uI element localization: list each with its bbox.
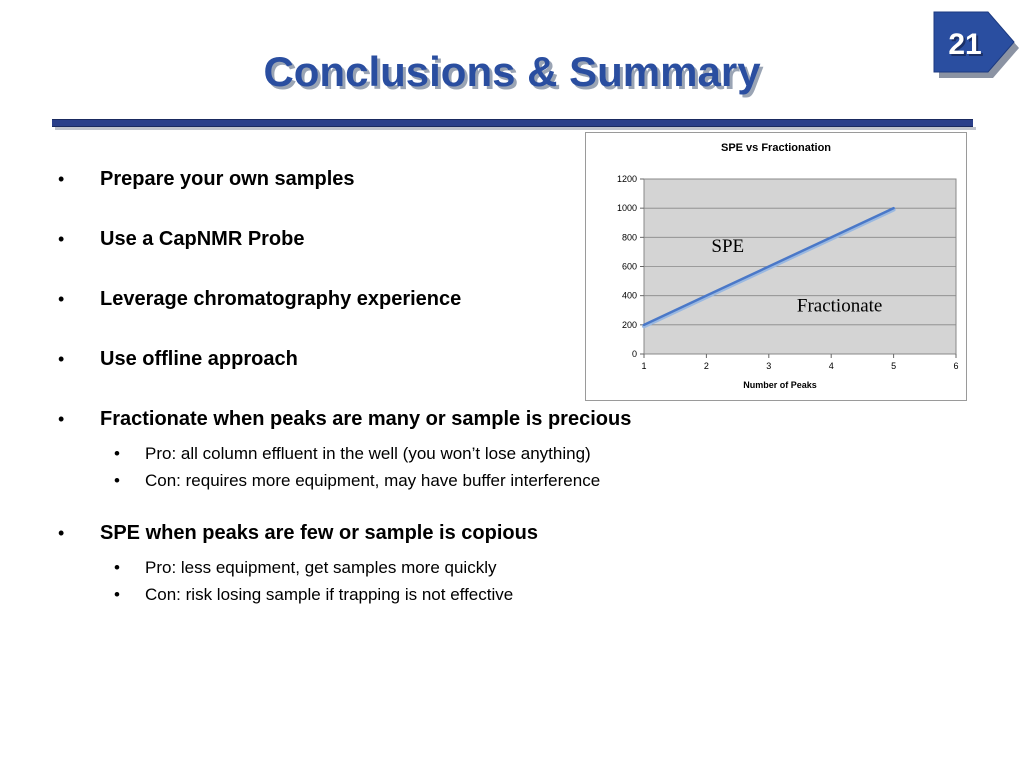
y-tick-label: 0 [632, 349, 637, 359]
sub-bullet-text: Pro: all column effluent in the well (yo… [145, 444, 591, 463]
x-tick-label: 6 [953, 361, 958, 371]
page-number: 21 [948, 28, 982, 61]
bullet-glyph: • [58, 229, 65, 249]
x-tick-label: 5 [891, 361, 896, 371]
bullet-glyph: • [58, 349, 65, 369]
series-line-spe [642, 206, 895, 327]
x-tick-label: 4 [829, 361, 834, 371]
bullet-text: Use offline approach [100, 348, 298, 370]
x-axis-label: Number of Peaks [743, 380, 817, 390]
title-divider [52, 119, 973, 127]
bullet-text: Fractionate when peaks are many or sampl… [100, 408, 632, 430]
annotation-label: Fractionate [797, 296, 882, 317]
bullet-list: • Prepare your own samples • Use a CapNM… [58, 164, 778, 632]
annotation-label: SPE [711, 236, 744, 257]
bullet-item: • Leverage chromatography experience [58, 284, 778, 314]
bullet-text: Use a CapNMR Probe [100, 228, 305, 250]
bullet-text: Prepare your own samples [100, 168, 355, 190]
sub-bullet-text: Con: risk losing sample if trapping is n… [145, 585, 514, 604]
bullet-glyph: • [58, 169, 65, 189]
x-tick-label: 1 [641, 361, 646, 371]
x-tick-label: 3 [766, 361, 771, 371]
line-chart: SPE vs Fractionation 0 200 400 600 800 1000 120… [617, 142, 959, 390]
bullet-glyph: • [114, 558, 120, 577]
bullet-glyph: • [114, 585, 120, 604]
sub-bullet-list: • Pro: all column effluent in the well (… [58, 440, 778, 494]
y-tick-label: 800 [622, 232, 637, 242]
sub-bullet-text: Pro: less equipment, get samples more qu… [145, 558, 497, 577]
chart-panel: SPE vs Fractionation 0 200 400 600 800 1000 120… [585, 132, 967, 401]
bullet-text: SPE when peaks are few or sample is copi… [100, 522, 538, 544]
bullet-item: • Prepare your own samples [58, 164, 778, 194]
series-line-fractionate [642, 207, 896, 329]
bullet-item: • SPE when peaks are few or sample is co… [58, 518, 778, 548]
bullet-item: • Use a CapNMR Probe [58, 224, 778, 254]
sub-bullet-item: • Pro: less equipment, get samples more … [58, 554, 778, 581]
title-divider-shadow [55, 127, 976, 130]
bullet-glyph: • [114, 444, 120, 463]
sub-bullet-item: • Con: requires more equipment, may have… [58, 467, 778, 494]
bullet-glyph: • [114, 471, 120, 490]
sub-bullet-text: Con: requires more equipment, may have b… [145, 471, 601, 490]
bullet-glyph: • [58, 289, 65, 309]
y-tick-label: 200 [622, 320, 637, 330]
bullet-item: • Use offline approach [58, 344, 778, 374]
sub-bullet-list: • Pro: less equipment, get samples more … [58, 554, 778, 608]
y-tick-label: 1000 [617, 203, 637, 213]
arrow-badge-icon [933, 11, 1019, 78]
bullet-glyph: • [58, 409, 65, 429]
slide-title: Conclusions & Summary [263, 48, 761, 95]
x-tick-label: 2 [704, 361, 709, 371]
bullet-item: • Fractionate when peaks are many or sam… [58, 404, 778, 434]
y-tick-label: 600 [622, 262, 637, 272]
sub-bullet-item: • Pro: all column effluent in the well (… [58, 440, 778, 467]
chart-title: SPE vs Fractionation [721, 142, 831, 154]
page-number-badge: 21 [929, 10, 1021, 84]
bullet-glyph: • [58, 523, 65, 543]
sub-bullet-item: • Con: risk losing sample if trapping is… [58, 581, 778, 608]
bullet-text: Leverage chromatography experience [100, 288, 462, 310]
y-tick-label: 400 [622, 291, 637, 301]
y-tick-label: 1200 [617, 174, 637, 184]
